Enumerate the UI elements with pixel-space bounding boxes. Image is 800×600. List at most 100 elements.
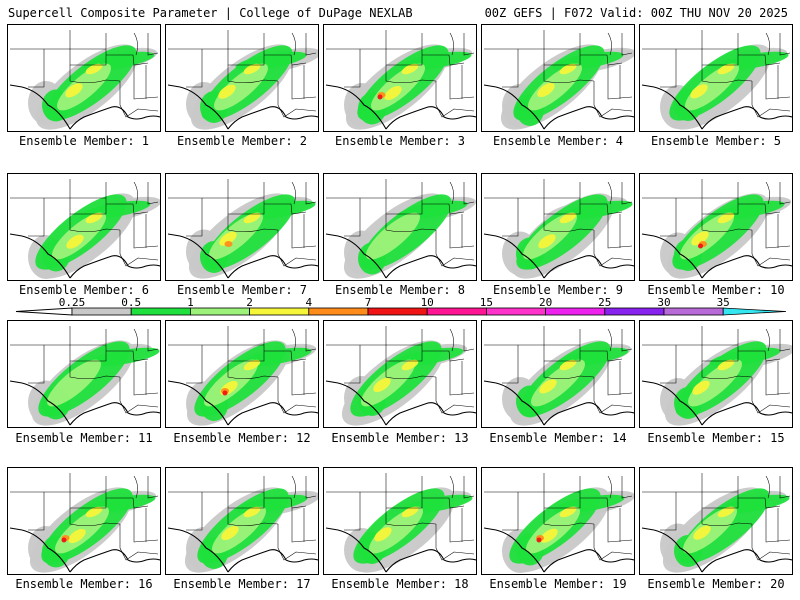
scp-map	[325, 30, 476, 130]
legend-color-box	[71, 307, 132, 316]
state-border-line	[435, 81, 475, 118]
state-border-line	[765, 214, 791, 249]
state-border-line	[449, 214, 475, 249]
state-boundaries	[484, 30, 633, 118]
state-border-line	[264, 203, 307, 215]
state-border-line	[607, 32, 612, 56]
state-border-line	[133, 181, 138, 205]
state-boundaries	[168, 30, 317, 118]
scp-field	[186, 193, 316, 279]
state-border-line	[291, 181, 296, 205]
ensemble-member-map	[7, 24, 161, 132]
state-border-line	[119, 230, 159, 267]
state-boundaries	[642, 30, 791, 118]
state-boundaries	[326, 473, 475, 561]
scp-field	[344, 487, 473, 573]
state-boundaries	[642, 326, 791, 414]
coastline-border	[179, 235, 318, 279]
state-border-line	[580, 54, 623, 66]
scp-contour	[693, 525, 711, 540]
coastline-border	[337, 86, 476, 130]
ensemble-member-map	[481, 173, 635, 281]
state-border-line	[106, 350, 149, 362]
state-border-line	[751, 81, 791, 118]
ensemble-member-label: Ensemble Member: 17	[173, 577, 311, 591]
state-border-line	[502, 49, 519, 88]
mexico-border	[483, 233, 497, 237]
coastline-border	[495, 382, 634, 426]
state-border-line	[779, 182, 791, 205]
state-border-line	[543, 214, 595, 233]
scp-contour	[243, 359, 261, 371]
state-border-line	[186, 492, 203, 531]
state-border-line	[751, 524, 791, 561]
scp-contour	[221, 525, 239, 541]
mexico-border	[641, 233, 655, 237]
state-border-line	[147, 33, 159, 56]
scp-map	[167, 30, 318, 130]
state-border-line	[701, 361, 753, 380]
scp-contour	[214, 63, 268, 111]
state-border-line	[660, 492, 677, 531]
scp-contour	[373, 377, 391, 393]
scp-contour	[219, 231, 237, 246]
state-border-line	[28, 49, 45, 88]
ensemble-member-map	[481, 24, 635, 132]
state-border-line	[422, 203, 465, 215]
legend-color-box	[367, 307, 428, 316]
legend-color-box	[545, 307, 606, 316]
state-border-line	[435, 377, 475, 414]
ensemble-member-label: Ensemble Member: 6	[18, 283, 150, 297]
scp-contour	[243, 212, 261, 224]
scp-contour	[224, 241, 233, 247]
ensemble-member-map	[165, 467, 319, 575]
state-border-line	[291, 65, 317, 100]
mexico-border	[483, 380, 497, 384]
state-border-line	[660, 345, 677, 384]
scp-map	[641, 179, 792, 279]
ensemble-member-label: Ensemble Member: 9	[492, 283, 624, 297]
mexico-border	[325, 380, 339, 384]
state-border-line	[580, 350, 623, 362]
scp-contour	[561, 200, 633, 220]
coastline-border	[337, 529, 476, 573]
state-border-line	[449, 508, 475, 543]
legend-color-box	[249, 307, 310, 316]
scp-contour	[401, 506, 419, 518]
state-boundaries	[484, 179, 633, 267]
mexico-border	[325, 233, 339, 237]
legend-tick-label: 2	[246, 297, 253, 309]
ensemble-member-label: Ensemble Member: 7	[176, 283, 308, 297]
coastline-border	[653, 382, 792, 426]
mexico-border	[167, 233, 181, 237]
state-border-line	[119, 524, 159, 561]
state-border-line	[133, 65, 159, 100]
state-border-line	[133, 214, 159, 249]
state-border-line	[593, 524, 633, 561]
scp-map	[325, 473, 476, 573]
legend-color-box	[130, 307, 191, 316]
mexico-border	[167, 380, 181, 384]
scp-contour	[536, 537, 542, 543]
state-border-line	[765, 361, 791, 396]
state-border-line	[227, 214, 279, 233]
ensemble-member-label: Ensemble Member: 2	[176, 134, 308, 148]
ensemble-member-map	[481, 467, 635, 575]
ensemble-member-map	[323, 320, 477, 428]
legend-tick-label: 15	[480, 297, 493, 309]
scp-map	[325, 326, 476, 426]
scp-map	[641, 473, 792, 573]
legend-color-box	[604, 307, 665, 316]
state-border-line	[264, 497, 307, 509]
legend-color-box	[485, 307, 546, 316]
state-border-line	[580, 497, 623, 509]
scp-contour	[540, 528, 558, 543]
state-border-line	[765, 181, 770, 205]
ensemble-member-label: Ensemble Member: 13	[331, 431, 469, 445]
state-border-line	[607, 475, 612, 499]
scp-map	[483, 30, 634, 130]
state-boundaries	[326, 326, 475, 414]
legend-colorbar: 0.25 0.5 1 2 4 7 10 15 20 25 30 35	[15, 297, 787, 316]
state-border-line	[133, 328, 138, 352]
state-border-line	[621, 329, 633, 352]
